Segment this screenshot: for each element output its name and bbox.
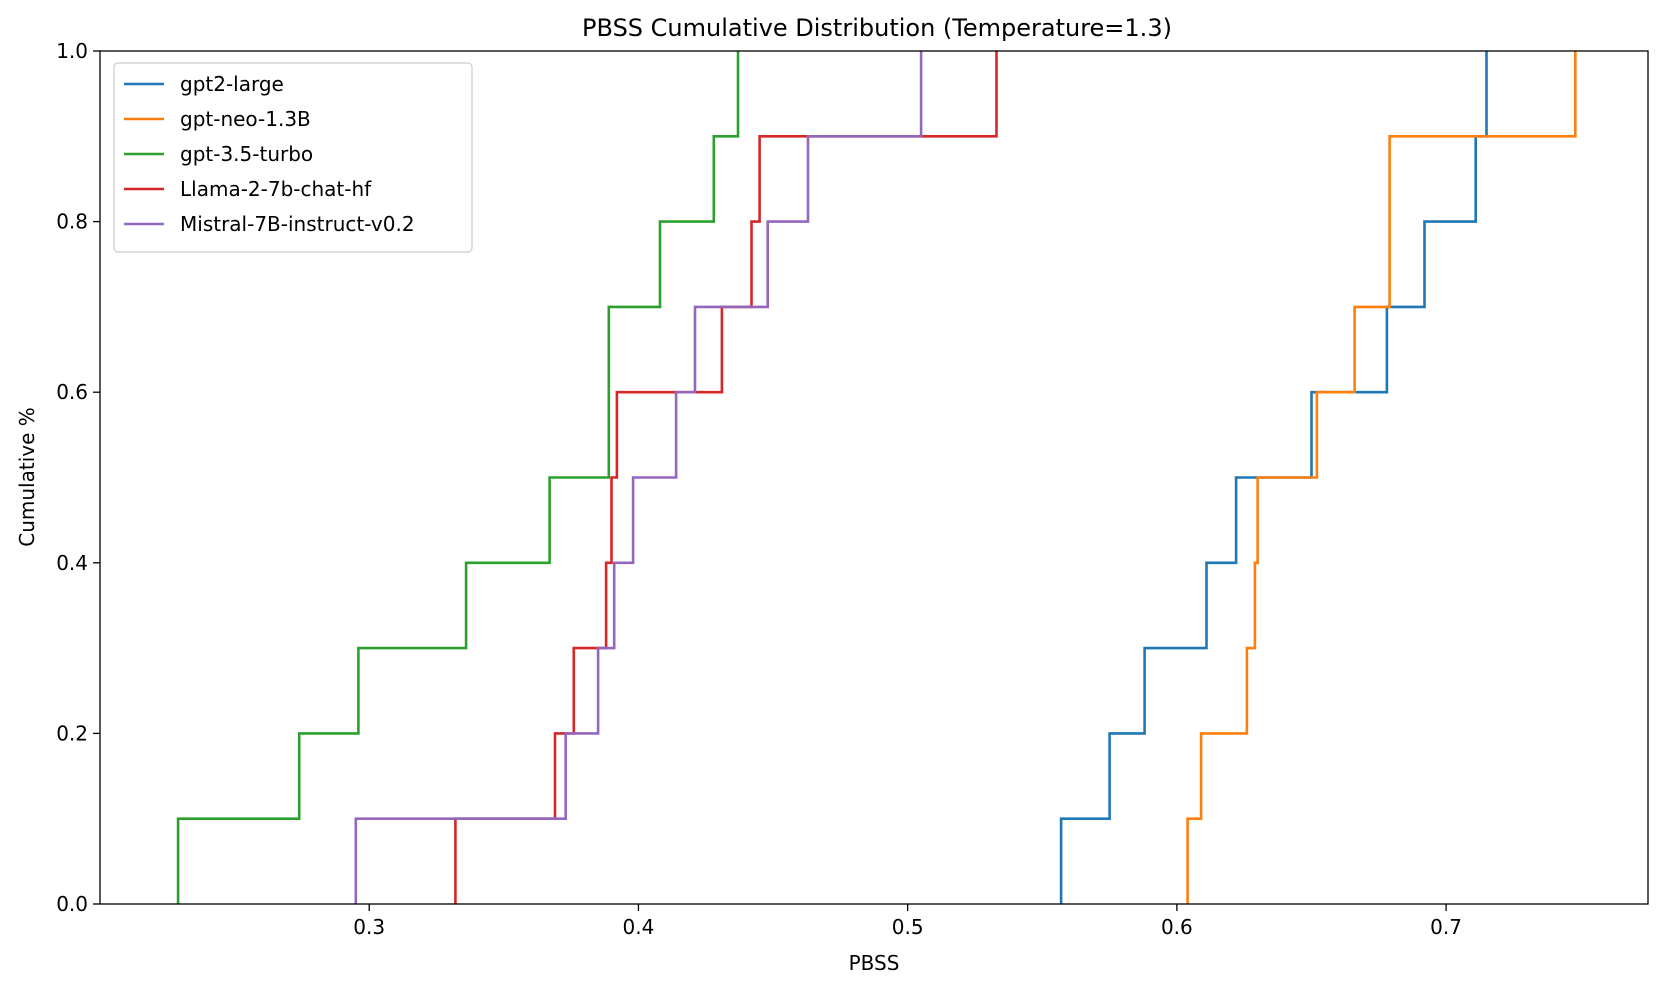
y-tick-label: 0.2 [56, 721, 88, 745]
legend: gpt2-large gpt-neo-1.3B gpt-3.5-turbo Llama… [113, 62, 473, 253]
series-line-2 [176, 51, 740, 904]
y-tick-label: 0.4 [56, 551, 88, 575]
x-tick-label: 0.6 [1161, 915, 1193, 939]
series-line-4 [354, 51, 923, 904]
y-tick-label: 1.0 [56, 39, 88, 63]
y-tick-label: 0.8 [56, 210, 88, 234]
chart-title: PBSS Cumulative Distribution (Temperatur… [582, 14, 1172, 42]
legend-box [113, 62, 473, 253]
plot-area-frame [99, 50, 1649, 905]
x-tick-label: 0.4 [623, 915, 655, 939]
series-layer [176, 51, 1577, 904]
legend-label: gpt2-large [180, 72, 284, 96]
series-line-3 [454, 51, 998, 904]
legend-label: Llama-2-7b-chat-hf [180, 177, 372, 201]
legend-label: gpt-neo-1.3B [180, 107, 311, 131]
x-tick-label: 0.3 [353, 915, 385, 939]
x-tick-label: 0.7 [1430, 915, 1462, 939]
legend-label: gpt-3.5-turbo [180, 142, 313, 166]
x-axis-label: PBSS [849, 951, 900, 975]
x-tick-label: 0.5 [892, 915, 924, 939]
y-axis-label: Cumulative % [15, 407, 39, 547]
y-tick-label: 0.0 [56, 892, 88, 916]
series-line-1 [1186, 51, 1577, 904]
ticks-layer: 0.3 0.4 0.5 0.6 0.7 0.0 0.2 0.4 0.6 0.8 1.0 [56, 39, 1462, 939]
y-tick-label: 0.6 [56, 380, 88, 404]
legend-label: Mistral-7B-instruct-v0.2 [180, 212, 415, 236]
